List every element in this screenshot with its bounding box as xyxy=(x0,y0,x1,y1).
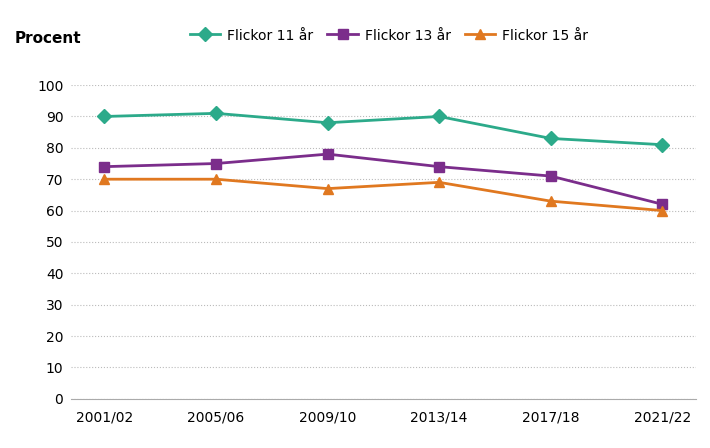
Flickor 15 år xyxy=(435,180,444,185)
Flickor 11 år xyxy=(547,136,555,141)
Flickor 15 år xyxy=(100,177,109,182)
Flickor 15 år xyxy=(212,177,220,182)
Line: Flickor 15 år: Flickor 15 år xyxy=(99,174,667,215)
Flickor 13 år xyxy=(658,202,667,207)
Flickor 13 år xyxy=(212,161,220,166)
Flickor 15 år xyxy=(323,186,332,191)
Flickor 15 år xyxy=(547,198,555,204)
Flickor 13 år xyxy=(100,164,109,169)
Flickor 13 år xyxy=(323,151,332,157)
Text: Procent: Procent xyxy=(14,31,81,46)
Flickor 11 år xyxy=(212,111,220,116)
Flickor 11 år xyxy=(323,120,332,125)
Line: Flickor 11 år: Flickor 11 år xyxy=(99,108,667,150)
Flickor 13 år xyxy=(435,164,444,169)
Flickor 11 år xyxy=(435,114,444,119)
Flickor 15 år xyxy=(658,208,667,213)
Flickor 11 år xyxy=(658,142,667,147)
Flickor 11 år xyxy=(100,114,109,119)
Line: Flickor 13 år: Flickor 13 år xyxy=(99,149,667,209)
Flickor 13 år xyxy=(547,173,555,179)
Legend: Flickor 11 år, Flickor 13 år, Flickor 15 år: Flickor 11 år, Flickor 13 år, Flickor 15… xyxy=(184,23,594,48)
